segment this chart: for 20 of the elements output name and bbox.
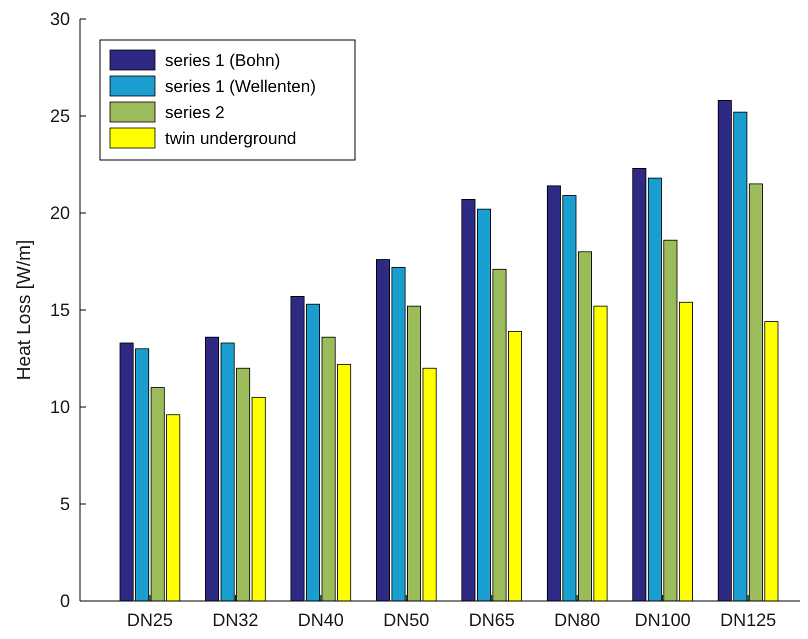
y-tick-label: 20 bbox=[50, 202, 70, 223]
x-tick-label: DN125 bbox=[720, 610, 776, 630]
x-tick-label: DN50 bbox=[383, 610, 430, 630]
legend-label: series 2 bbox=[165, 103, 225, 122]
y-tick-label: 0 bbox=[60, 590, 70, 611]
y-tick-label: 30 bbox=[50, 8, 70, 29]
y-tick-label: 15 bbox=[50, 300, 70, 320]
x-tick-label: DN32 bbox=[212, 610, 258, 630]
x-tick-label: DN80 bbox=[554, 610, 600, 630]
legend-label: twin underground bbox=[165, 129, 296, 148]
x-tick-label: DN25 bbox=[126, 610, 173, 630]
x-tick-label: DN65 bbox=[468, 610, 515, 630]
y-tick-label: 10 bbox=[50, 396, 70, 417]
y-tick-label: 25 bbox=[50, 106, 70, 126]
y-tick-label: 5 bbox=[60, 494, 70, 514]
legend-label: series 1 (Wellenten) bbox=[165, 77, 316, 96]
x-tick-label: DN40 bbox=[298, 610, 344, 630]
y-axis-title: Heat Loss [W/m] bbox=[14, 240, 35, 380]
x-tick-label: DN100 bbox=[634, 610, 691, 630]
legend-label: series 1 (Bohn) bbox=[165, 51, 280, 70]
